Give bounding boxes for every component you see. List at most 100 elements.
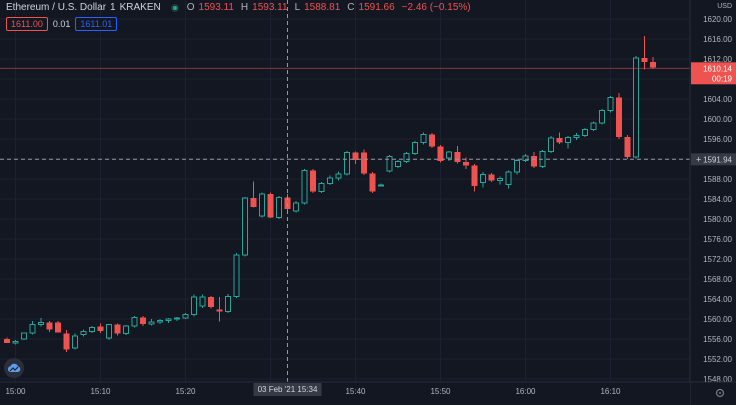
candle-body [361,152,367,174]
candle-body [556,138,563,143]
last-price-label: 1610.14 [703,64,732,73]
candle-body [310,170,316,192]
crosshair-time-label: 03 Feb '21 15:34 [258,385,318,394]
price-tick-label: 1552.00 [703,355,732,364]
candle-body [191,296,197,315]
candle-body [318,183,325,192]
time-tick-label: 15:50 [430,387,451,396]
candle-body [497,178,503,181]
time-axis[interactable] [0,382,690,405]
candle-body [403,153,410,162]
price-tick-label: 1568.00 [703,275,732,284]
legend: Ethereum / U.S. Dollar 1 KRAKEN O 1593.11… [6,2,474,13]
candle-body [633,57,639,158]
candle-body [420,134,427,143]
candle-body [199,296,206,307]
candle-body [250,198,257,207]
candle-body [650,62,656,68]
crosshair-price-label: 1591.94 [703,155,732,164]
candle-body [131,317,138,327]
gear-icon[interactable] [715,388,725,398]
candle-body [225,296,231,312]
crosshair-price-badge [691,153,736,166]
countdown-label: 00:19 [712,74,733,83]
time-tick-label: 15:20 [175,387,196,396]
symbol-title[interactable]: Ethereum / U.S. Dollar [6,2,107,13]
candle-body [378,184,384,187]
candle-body [352,152,359,160]
price-tick-label: 1620.00 [703,15,732,24]
candle-body [293,202,299,212]
candle-body [616,97,622,137]
candle-body [327,177,333,184]
price-tick-label: 1612.00 [703,55,732,64]
currency-label: USD [717,3,732,10]
candle-body [233,254,240,297]
candle-body [505,171,512,185]
candle-body [573,135,580,138]
price-tick-label: 1616.00 [703,35,732,44]
market-status-icon [170,3,179,12]
quantity-field[interactable]: 0.01 [52,19,71,29]
candle-body [446,151,452,159]
candle-body [174,317,180,320]
candle-body [344,152,350,175]
time-tick-label: 15:40 [345,387,366,396]
candle-body [488,174,495,181]
add-alert-icon[interactable]: + [696,154,701,164]
sell-button[interactable]: 1611.00 [6,17,48,31]
candle-body [208,297,214,307]
candle-body [123,325,129,334]
time-tick-label: 15:00 [5,387,26,396]
price-tick-label: 1548.00 [703,375,732,384]
candle-body [590,122,597,130]
candle-body [80,331,87,335]
candle-body [607,97,614,111]
candle-body [565,137,571,143]
low-value: 1588.81 [304,2,341,13]
close-key: C [347,2,355,13]
candle-body [276,197,282,218]
change-value: −2.46 (−0.15%) [401,2,471,13]
price-tick-label: 1584.00 [703,195,732,204]
candle-body [148,321,155,325]
candle-body [216,309,223,312]
candle-body [599,110,605,124]
last-price-badge [691,62,736,85]
candle-body [4,339,10,343]
price-tick-label: 1596.00 [703,135,732,144]
candle-body [157,320,163,323]
interval-label[interactable]: 1 [110,2,116,13]
price-tick-label: 1580.00 [703,215,732,224]
order-panel: 1611.00 0.01 1611.01 [6,17,118,31]
price-tick-label: 1572.00 [703,255,732,264]
exchange-label: KRAKEN [119,2,161,13]
price-tick-label: 1564.00 [703,295,732,304]
price-tick-label: 1588.00 [703,175,732,184]
crosshair-time-badge [253,383,322,396]
candle-body [89,327,95,332]
time-tick-label: 16:10 [600,387,621,396]
candle-body [114,324,121,334]
candle-body [395,161,401,167]
candle-body [582,129,588,136]
buy-button[interactable]: 1611.01 [75,17,118,31]
candle-body [454,152,461,162]
candle-body [335,173,342,179]
candle-body [437,146,444,161]
high-key: H [240,2,249,13]
open-key: O [186,2,195,13]
candle-body [267,194,274,218]
tradingview-cloud-icon[interactable] [4,358,24,378]
high-value: 1593.11 [252,2,288,13]
candle-body [463,162,469,166]
candle-body [412,142,418,154]
candle-body [242,197,248,256]
candle-body [548,137,554,152]
candle-body [38,322,44,325]
price-tick-label: 1556.00 [703,335,732,344]
candle-body [182,314,189,319]
candle-body [63,333,70,350]
